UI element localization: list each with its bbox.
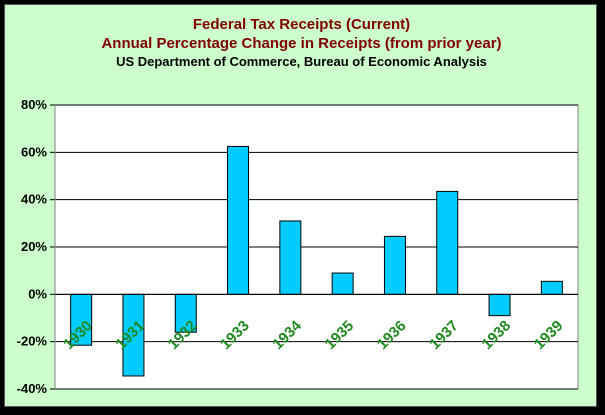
y-tick-label: -40% bbox=[17, 381, 48, 396]
chart-title: Federal Tax Receipts (Current) bbox=[192, 16, 411, 33]
title-block: Federal Tax Receipts (Current) Annual Pe… bbox=[5, 15, 598, 71]
bar-1939 bbox=[540, 280, 563, 295]
bar-1934 bbox=[279, 220, 302, 295]
y-tick-label: 40% bbox=[21, 192, 47, 207]
bar-1935 bbox=[331, 272, 354, 295]
bar-1936 bbox=[383, 235, 406, 295]
y-tick-label: -20% bbox=[17, 334, 48, 349]
bar-1937 bbox=[436, 190, 459, 295]
y-tick-label: 0% bbox=[28, 286, 47, 301]
chart-source: US Department of Commerce, Bureau of Eco… bbox=[116, 54, 487, 69]
bar-1933 bbox=[227, 145, 250, 295]
y-tick-label: 20% bbox=[21, 239, 47, 254]
y-tick-label: 60% bbox=[21, 144, 47, 159]
bar-1938 bbox=[488, 293, 511, 317]
y-tick-label: 80% bbox=[21, 97, 47, 112]
plot-area: 80%60%40%20%0%-20%-40%1930 1931 1932 1933 19… bbox=[17, 97, 579, 396]
chart-subtitle: Annual Percentage Change in Receipts (fr… bbox=[101, 35, 502, 52]
